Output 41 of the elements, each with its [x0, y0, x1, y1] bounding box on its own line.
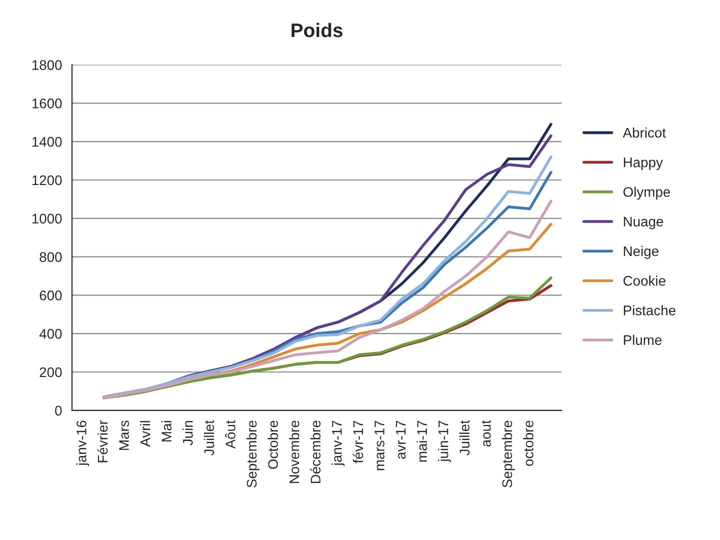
legend-label: Pistache	[624, 305, 676, 316]
x-tick-label: avr-17	[396, 420, 406, 459]
x-tick-label: octobre	[523, 420, 534, 466]
y-tick-label: 800	[40, 252, 62, 262]
x-tick-label: Mai	[161, 421, 172, 442]
x-tick-label: Aôut	[225, 420, 236, 449]
x-tick-label: Novembre	[289, 420, 300, 484]
x-tick-label: janv-16	[76, 420, 90, 466]
y-tick-label: 1200	[32, 175, 62, 186]
x-tick-label: Juillet	[204, 420, 214, 456]
legend-label: Happy	[624, 158, 663, 170]
x-tick-label: aout	[482, 420, 491, 447]
x-tick-label: Octobre	[268, 420, 278, 469]
x-tick-label: juin-17	[438, 420, 451, 462]
x-tick-label: mars-17	[374, 420, 384, 470]
chart-title: Poids	[292, 22, 342, 38]
y-tick-label: 1600	[32, 98, 62, 108]
x-tick-label: févr-17	[352, 420, 364, 464]
x-tick-label: Février	[97, 420, 108, 462]
legend-label: Plume	[624, 334, 662, 345]
x-tick-label: Septembre	[246, 420, 260, 488]
x-tick-label: janv-17	[332, 420, 345, 466]
x-tick-label: Juillet	[459, 420, 470, 456]
x-tick-label: Avril	[140, 421, 150, 447]
y-tick-label: 1000	[32, 214, 62, 224]
y-tick-label: 1800	[32, 60, 62, 70]
y-tick-label: 400	[39, 328, 62, 339]
legend-label: Nuage	[624, 216, 664, 230]
x-tick-label: mai-17	[416, 420, 427, 462]
y-tick-label: 0	[55, 406, 62, 416]
x-tick-label: Mars	[119, 420, 129, 450]
x-tick-label: Juin	[182, 421, 193, 446]
y-tick-label: 200	[40, 367, 62, 378]
legend-label: Abricot	[622, 127, 666, 138]
x-tick-label: Septembre	[502, 420, 515, 488]
y-tick-label: 1400	[32, 136, 62, 147]
x-tick-label: Décembre	[310, 420, 321, 484]
legend-label: Cookie	[623, 276, 666, 286]
legend-label: Olympe	[623, 186, 670, 200]
y-tick-label: 600	[40, 290, 62, 300]
legend-label: Neige	[624, 246, 658, 259]
